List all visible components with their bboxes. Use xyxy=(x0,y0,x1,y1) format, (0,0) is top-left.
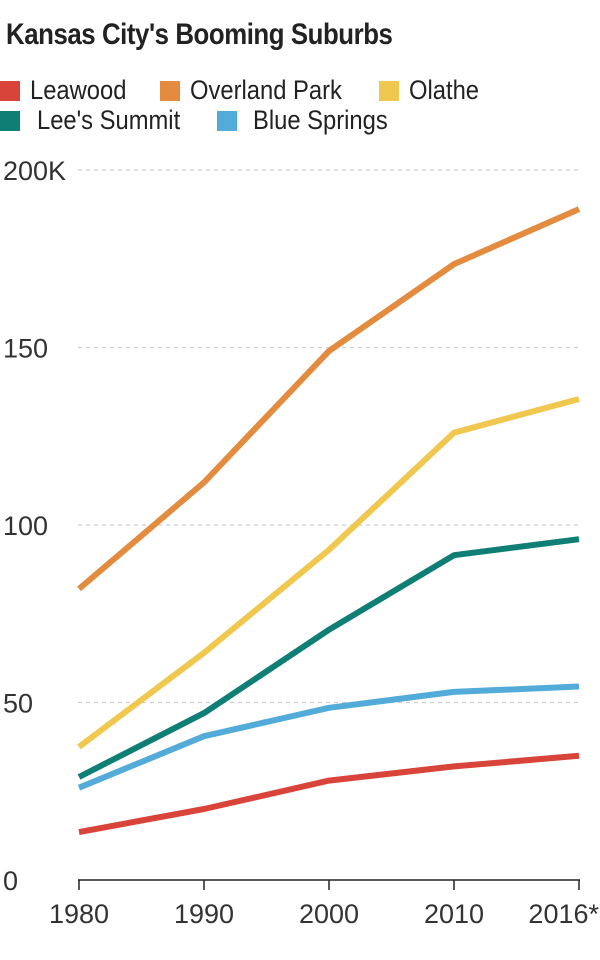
legend-swatch-leawood xyxy=(0,81,20,101)
y-tick-label: 200K xyxy=(3,156,66,186)
legend-swatch-blue-springs xyxy=(217,111,237,131)
legend-swatch-olathe xyxy=(379,81,399,101)
chart-title: Kansas City's Booming Suburbs xyxy=(6,18,393,51)
y-tick-label: 50 xyxy=(3,689,33,719)
legend-row-1: Leawood Overland Park Olathe xyxy=(0,75,600,105)
series-line-overland-park xyxy=(77,206,581,592)
legend-swatch-lees-summit xyxy=(0,111,20,131)
x-tick-label: 1990 xyxy=(174,899,234,929)
series-line-leawood xyxy=(78,752,580,836)
series-line-lee-s-summit xyxy=(77,536,580,780)
line-chart: 0 50 100 150 200K 1980 1990 2000 2010 2016* xyxy=(3,156,599,929)
legend-label-lees-summit: Lee's Summit xyxy=(37,105,181,135)
legend-label-overland-park: Overland Park xyxy=(190,75,342,105)
series-line-olathe xyxy=(77,396,580,750)
legend-row-2: Lee's Summit Blue Springs xyxy=(0,105,600,135)
legend-swatch-overland-park xyxy=(160,81,180,101)
legend-label-blue-springs: Blue Springs xyxy=(253,105,388,135)
legend-label-olathe: Olathe xyxy=(409,75,480,105)
x-tick-label: 2010 xyxy=(424,899,484,929)
x-tick-label: 2016* xyxy=(528,899,599,929)
y-tick-label: 100 xyxy=(3,511,48,541)
x-tick-label: 2000 xyxy=(299,899,359,929)
series-line-blue-springs xyxy=(77,683,580,791)
y-tick-label: 0 xyxy=(3,866,18,896)
y-tick-label: 150 xyxy=(3,334,48,364)
x-tick-label: 1980 xyxy=(49,899,109,929)
legend-label-leawood: Leawood xyxy=(30,75,127,105)
